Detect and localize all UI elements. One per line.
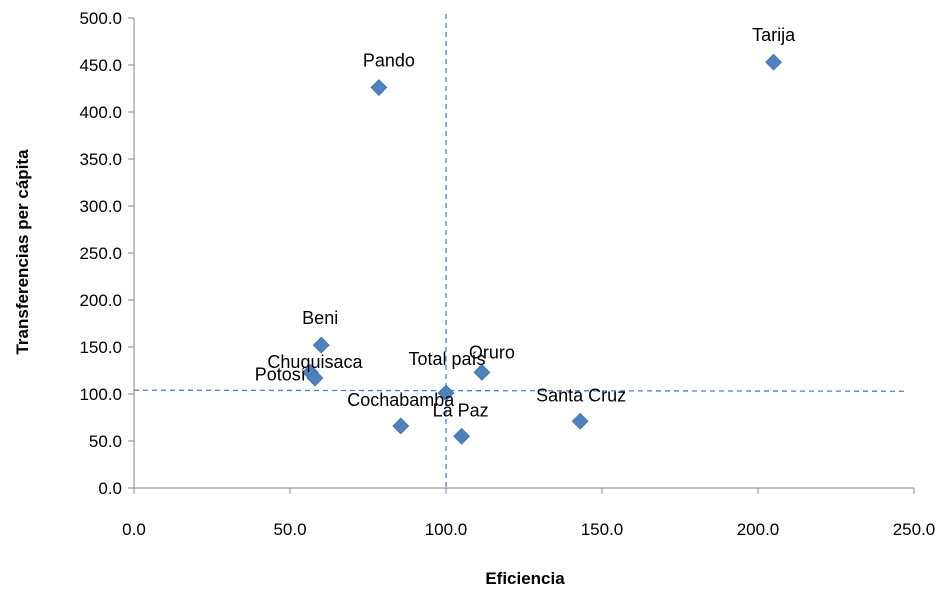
y-tick-label: 50.0 bbox=[89, 432, 122, 451]
x-tick-label: 50.0 bbox=[273, 520, 306, 539]
x-tick-label: 0.0 bbox=[122, 520, 146, 539]
data-point-label: Beni bbox=[302, 308, 338, 328]
x-tick-label: 100.0 bbox=[425, 520, 468, 539]
x-axis-title: Eficiencia bbox=[485, 569, 565, 588]
x-tick-label: 250.0 bbox=[893, 520, 936, 539]
y-tick-label: 350.0 bbox=[79, 150, 122, 169]
horizontal-reference-line bbox=[133, 389, 906, 392]
x-tick-labels: 0.0 50.0 100.0 150.0 200.0 250.0 bbox=[122, 520, 935, 539]
y-tick-label: 500.0 bbox=[79, 9, 122, 28]
reference-lines bbox=[133, 14, 906, 488]
data-point-label: La Paz bbox=[433, 400, 489, 420]
data-point-marker bbox=[765, 53, 783, 71]
data-point-marker bbox=[453, 427, 471, 445]
y-tick-label: 450.0 bbox=[79, 56, 122, 75]
y-tick-label: 200.0 bbox=[79, 291, 122, 310]
data-point-marker bbox=[437, 384, 455, 402]
data-point-marker bbox=[473, 363, 491, 381]
x-tick-label: 200.0 bbox=[737, 520, 780, 539]
data-point-label: Chuquisaca bbox=[267, 352, 363, 372]
data-point-label: Potosí bbox=[255, 364, 306, 384]
data-points bbox=[301, 53, 783, 445]
data-point-label: Cochabamba bbox=[347, 390, 455, 410]
data-point-marker bbox=[306, 369, 324, 387]
x-tick-label: 150.0 bbox=[581, 520, 624, 539]
y-tick-label: 300.0 bbox=[79, 197, 122, 216]
data-point-label: Total país bbox=[408, 349, 485, 369]
data-point-label: Pando bbox=[363, 51, 415, 71]
data-point-label: Oruro bbox=[469, 342, 515, 362]
data-point-label: Tarija bbox=[752, 25, 796, 45]
y-tick-label: 100.0 bbox=[79, 385, 122, 404]
data-point-marker bbox=[571, 412, 589, 430]
y-tick-label: 250.0 bbox=[79, 244, 122, 263]
y-tick-label: 0.0 bbox=[98, 479, 122, 498]
data-point-marker bbox=[392, 417, 410, 435]
y-tick-labels: 0.0 50.0 100.0 150.0 200.0 250.0 300.0 350.0 400… bbox=[79, 9, 122, 498]
axes bbox=[128, 17, 915, 494]
data-point-label: Santa Cruz bbox=[536, 385, 626, 405]
data-point-marker bbox=[312, 336, 330, 354]
data-point-marker bbox=[370, 79, 388, 96]
y-tick-label: 400.0 bbox=[79, 103, 122, 122]
y-tick-label: 150.0 bbox=[79, 338, 122, 357]
y-axis-title: Transferencias per cápita bbox=[13, 149, 32, 355]
